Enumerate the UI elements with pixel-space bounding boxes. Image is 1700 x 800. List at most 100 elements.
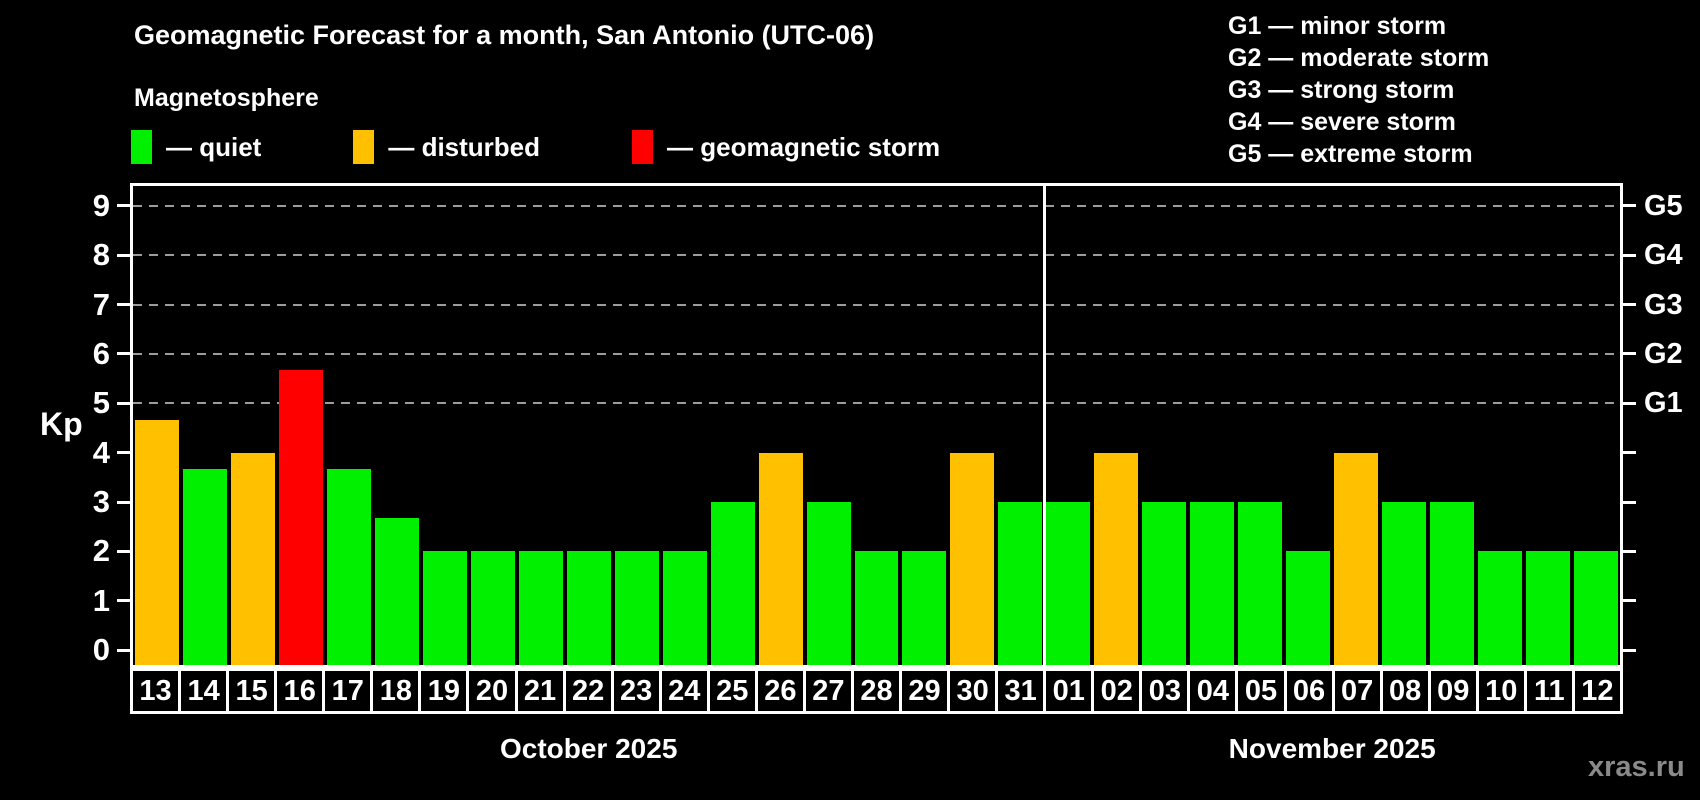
- day-label-cell: 02: [1091, 668, 1143, 714]
- legend-item-label: — quiet: [166, 131, 262, 162]
- g-scale-label-G4: G4: [1644, 239, 1683, 272]
- day-label-cell: 22: [562, 668, 614, 714]
- kp-bar-day-14: [182, 468, 227, 665]
- day-label-cell: 28: [850, 668, 902, 714]
- day-label-cell: 20: [466, 668, 518, 714]
- right-axis-tick-2: [1623, 549, 1636, 553]
- legend-item-storm: — geomagnetic storm: [632, 130, 940, 164]
- kp-bar-day-09: [1430, 502, 1475, 665]
- kp-bar-day-04: [1190, 502, 1235, 665]
- day-label-cell: 03: [1139, 668, 1191, 714]
- disturbed-color-swatch: [353, 130, 375, 164]
- g-scale-legend: G1 — minor storm G2 — moderate storm G3 …: [1228, 10, 1489, 170]
- day-label-cell: 14: [178, 668, 230, 714]
- right-axis-tick-4: [1623, 451, 1636, 455]
- day-label-cell: 12: [1571, 668, 1623, 714]
- legend-item-disturbed: — disturbed: [353, 130, 540, 164]
- gridline-kp-8: [133, 254, 1620, 257]
- right-axis-tick-0: [1623, 648, 1636, 652]
- kp-bar-day-11: [1526, 551, 1571, 665]
- day-label-cell: 10: [1475, 668, 1527, 714]
- day-label-cell: 09: [1427, 668, 1479, 714]
- kp-bar-day-17: [326, 468, 371, 665]
- legend-item-label: — disturbed: [388, 131, 541, 162]
- month-label: November 2025: [1228, 733, 1436, 764]
- left-axis-tick-3: [117, 500, 130, 504]
- kp-bar-day-05: [1238, 502, 1283, 665]
- left-axis-tick-7: [117, 303, 130, 306]
- y-axis-label-3: 3: [92, 484, 110, 520]
- kp-bar-day-23: [614, 551, 659, 665]
- day-label-cell: 15: [226, 668, 278, 714]
- gridline-kp-9: [133, 204, 1620, 207]
- day-label-cell: 30: [947, 668, 999, 714]
- day-label-cell: 17: [322, 668, 374, 714]
- day-label-cell: 13: [130, 668, 182, 714]
- gridline-kp-6: [133, 352, 1620, 355]
- day-label-cell: 29: [899, 668, 951, 714]
- g-scale-legend-line: G4 — severe storm: [1228, 108, 1456, 136]
- day-label-cell: 18: [370, 668, 422, 714]
- day-label-cell: 16: [274, 668, 326, 714]
- right-axis-tick-7: [1623, 303, 1636, 306]
- kp-bar-day-08: [1382, 502, 1427, 665]
- day-label-cell: 08: [1379, 668, 1431, 714]
- kp-bar-day-30: [950, 452, 995, 665]
- month-separator-line: [1042, 186, 1046, 665]
- left-axis-tick-0: [117, 648, 130, 652]
- g-scale-label-G1: G1: [1644, 387, 1683, 420]
- day-label-cell: 21: [514, 668, 566, 714]
- day-label-cell: 07: [1331, 668, 1383, 714]
- y-axis-label-1: 1: [92, 582, 110, 618]
- right-axis-tick-9: [1623, 204, 1636, 208]
- right-axis-tick-6: [1623, 352, 1636, 356]
- left-axis-tick-4: [117, 451, 130, 455]
- left-axis-tick-1: [117, 599, 130, 603]
- left-axis-tick-9: [117, 204, 130, 208]
- g-scale-legend-line: G1 — minor storm: [1228, 12, 1447, 40]
- watermark: xras.ru: [1588, 751, 1685, 783]
- y-axis-label-4: 4: [92, 434, 110, 470]
- kp-bar-day-31: [998, 502, 1043, 665]
- right-axis-tick-3: [1623, 500, 1636, 504]
- kp-bar-day-21: [518, 551, 563, 665]
- status-legend: — quiet — disturbed — geomagnetic storm: [131, 130, 940, 164]
- left-axis-tick-6: [117, 352, 130, 356]
- kp-bar-day-15: [230, 452, 275, 665]
- day-label-cell: 04: [1187, 668, 1239, 714]
- legend-item-quiet: — quiet: [131, 130, 261, 164]
- day-label-cell: 06: [1283, 668, 1335, 714]
- chart-title: Geomagnetic Forecast for a month, San An…: [134, 20, 875, 50]
- g-scale-legend-line: G2 — moderate storm: [1228, 44, 1490, 72]
- right-axis-tick-5: [1623, 401, 1636, 405]
- day-label-cell: 26: [754, 668, 806, 714]
- kp-bar-day-07: [1334, 452, 1379, 665]
- g-scale-label-G2: G2: [1644, 337, 1683, 370]
- day-label-row: 13 14 15 16 17 18 19 20 21 22 23 24 25 26 27 28 29 30 31 01…: [130, 668, 1623, 714]
- y-axis-title: Kp: [40, 406, 83, 442]
- kp-bar-day-29: [902, 551, 947, 665]
- kp-bar-day-27: [806, 502, 851, 665]
- kp-bar-day-20: [470, 551, 515, 665]
- legend-item-label: — geomagnetic storm: [667, 131, 941, 162]
- kp-bar-day-19: [422, 551, 467, 665]
- day-label-cell: 19: [418, 668, 470, 714]
- g-scale-label-G3: G3: [1644, 288, 1683, 321]
- left-axis-tick-5: [117, 401, 130, 405]
- y-axis-label-5: 5: [92, 385, 110, 421]
- left-axis-tick-8: [117, 253, 130, 257]
- y-axis-label-8: 8: [92, 237, 110, 273]
- y-axis-label-0: 0: [92, 632, 110, 668]
- right-axis-tick-1: [1623, 599, 1636, 603]
- kp-bar-day-12: [1574, 551, 1618, 665]
- kp-bar-day-24: [662, 551, 707, 665]
- month-label: October 2025: [499, 733, 678, 764]
- kp-bar-day-03: [1142, 502, 1187, 665]
- kp-bar-day-13: [135, 419, 179, 665]
- kp-bar-day-16: [278, 370, 323, 665]
- y-axis-label-2: 2: [92, 533, 110, 569]
- g-scale-legend-line: G3 — strong storm: [1228, 76, 1455, 104]
- day-label-cell: 31: [995, 668, 1047, 714]
- kp-bar-day-02: [1094, 452, 1139, 665]
